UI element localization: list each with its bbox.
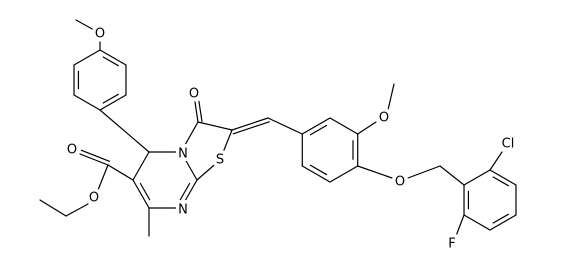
bond	[132, 179, 150, 209]
bond	[180, 151, 198, 181]
bond	[329, 117, 359, 135]
bond	[231, 117, 269, 131]
bond	[309, 164, 328, 176]
bond	[232, 121, 270, 135]
bond	[97, 164, 109, 191]
bond	[267, 117, 303, 135]
ester-oxygen: O	[89, 191, 99, 206]
bond	[99, 49, 127, 66]
bond	[455, 214, 465, 237]
bond	[439, 165, 465, 186]
bond	[329, 165, 359, 183]
bond	[489, 214, 517, 231]
bond	[463, 169, 491, 186]
bond	[180, 121, 199, 153]
bond	[492, 213, 509, 224]
bond	[102, 93, 119, 104]
bond	[407, 165, 441, 179]
bond	[301, 165, 331, 183]
bond	[73, 94, 101, 111]
bond	[139, 182, 151, 201]
bond	[102, 56, 119, 67]
bond	[180, 179, 198, 209]
ether-oxygen: O	[395, 175, 405, 190]
bond	[219, 129, 233, 161]
ketone-oxygen: O	[189, 87, 199, 102]
nitrogen: N	[178, 147, 188, 162]
bond	[301, 117, 331, 135]
chlorine: Cl	[502, 137, 515, 152]
bond	[79, 153, 109, 166]
bond	[196, 159, 221, 181]
bond	[179, 182, 191, 201]
bond	[387, 83, 395, 111]
bond	[99, 94, 127, 111]
bond	[463, 214, 491, 231]
bond	[65, 203, 89, 217]
bond	[39, 199, 67, 217]
bond	[198, 100, 203, 123]
methoxy-oxygen: O	[95, 27, 105, 42]
bond	[489, 151, 503, 171]
bond	[132, 151, 150, 181]
bond	[357, 165, 393, 179]
bond	[73, 49, 101, 66]
bond	[107, 164, 134, 181]
bond	[197, 121, 233, 131]
nitrogen: N	[178, 203, 188, 218]
bond	[194, 101, 199, 123]
bond	[489, 169, 517, 186]
ester-carbonyl-oxygen: O	[67, 143, 77, 158]
methoxy-oxygen: O	[379, 111, 389, 126]
bonds	[39, 19, 517, 237]
bond	[99, 109, 150, 153]
sulfur: S	[216, 153, 224, 168]
fluorine: F	[448, 237, 455, 252]
bond	[309, 124, 328, 136]
bond	[75, 19, 95, 31]
bond	[357, 121, 377, 135]
bond	[492, 176, 509, 187]
bond	[80, 149, 111, 162]
